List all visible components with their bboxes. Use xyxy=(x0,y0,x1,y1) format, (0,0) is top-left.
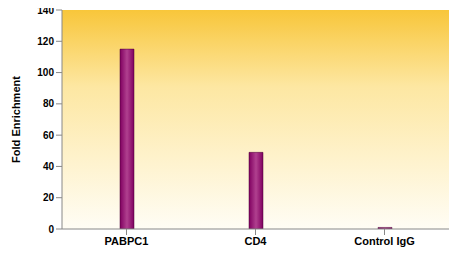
svg-text:100: 100 xyxy=(37,67,54,78)
svg-text:Control IgG: Control IgG xyxy=(354,235,415,247)
svg-text:140: 140 xyxy=(37,8,54,16)
svg-text:80: 80 xyxy=(43,98,55,109)
svg-text:60: 60 xyxy=(43,130,55,141)
svg-text:40: 40 xyxy=(43,161,55,172)
svg-text:120: 120 xyxy=(37,36,54,47)
svg-text:0: 0 xyxy=(48,224,54,235)
svg-text:20: 20 xyxy=(43,192,55,203)
svg-text:CD4: CD4 xyxy=(244,235,267,247)
svg-text:PABPC1: PABPC1 xyxy=(105,235,149,247)
svg-text:Fold Enrichment: Fold Enrichment xyxy=(10,76,22,163)
